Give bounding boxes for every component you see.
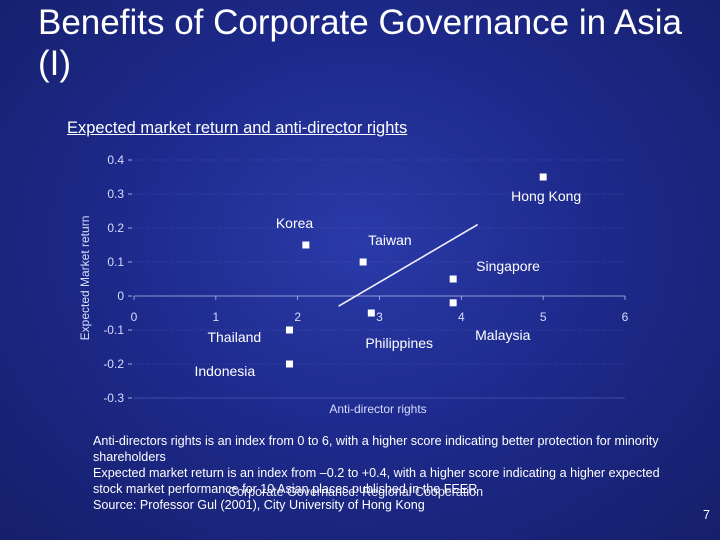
y-tick-label: 0: [117, 289, 124, 303]
x-tick-label: 0: [131, 310, 138, 324]
chart-grid: [134, 159, 625, 399]
chart-point-labels: Hong Kong Korea Taiwan Singapore Malaysia Phi…: [194, 188, 581, 379]
note-source: Source: Professor Gul (2001), City Unive…: [93, 498, 425, 512]
point-label-philippines: Philippines: [365, 335, 433, 351]
y-tick-label: 0.1: [107, 255, 124, 269]
data-point-malaysia: [449, 299, 457, 307]
y-tick-label: -0.1: [103, 323, 124, 337]
data-point-singapore: [449, 275, 457, 283]
slide-title: Benefits of Corporate Governance in Asia…: [38, 3, 682, 83]
data-point-hong-kong: [539, 173, 547, 181]
x-axis-label: Anti-director rights: [329, 402, 426, 416]
chart-points: [285, 173, 547, 368]
point-label-malaysia: Malaysia: [475, 327, 530, 343]
point-label-hong-kong: Hong Kong: [511, 188, 581, 204]
point-label-singapore: Singapore: [476, 258, 540, 274]
data-point-philippines: [367, 309, 375, 317]
chart-trendline-group: [338, 223, 479, 307]
y-tick-label: -0.3: [103, 391, 124, 405]
y-axis-label: Expected Market return: [78, 216, 92, 341]
point-label-taiwan: Taiwan: [368, 232, 412, 248]
x-tick-label: 1: [212, 310, 219, 324]
page-number: 7: [703, 508, 710, 522]
y-tick-label: -0.2: [103, 357, 124, 371]
data-point-taiwan: [359, 258, 367, 266]
x-tick-label: 3: [376, 310, 383, 324]
x-tick-label: 4: [458, 310, 465, 324]
chart-subtitle: Expected market return and anti-director…: [67, 119, 408, 137]
y-tick-label: 0.3: [107, 187, 124, 201]
chart-axes: 0.4 0.3 0.2 0.1 0 -0.1 -0.2 -0.3 0 1 2 3 4 5 6: [103, 153, 628, 405]
slide-footer: Corporate Governance: Regional Cooperati…: [228, 485, 484, 499]
x-tick-label: 5: [540, 310, 547, 324]
x-tick-label: 6: [622, 310, 629, 324]
point-label-thailand: Thailand: [207, 329, 261, 345]
y-tick-label: 0.4: [107, 153, 124, 167]
point-label-indonesia: Indonesia: [194, 363, 255, 379]
data-point-thailand: [285, 326, 293, 334]
note-market-return: Expected market return is an index from …: [93, 466, 660, 496]
trendline: [338, 223, 479, 307]
data-point-indonesia: [285, 360, 293, 368]
note-anti-director: Anti-directors rights is an index from 0…: [93, 434, 659, 464]
point-label-korea: Korea: [276, 215, 314, 231]
y-tick-label: 0.2: [107, 221, 124, 235]
chart-notes: Anti-directors rights is an index from 0…: [93, 433, 663, 513]
x-tick-label: 2: [294, 310, 301, 324]
data-point-korea: [302, 241, 310, 249]
